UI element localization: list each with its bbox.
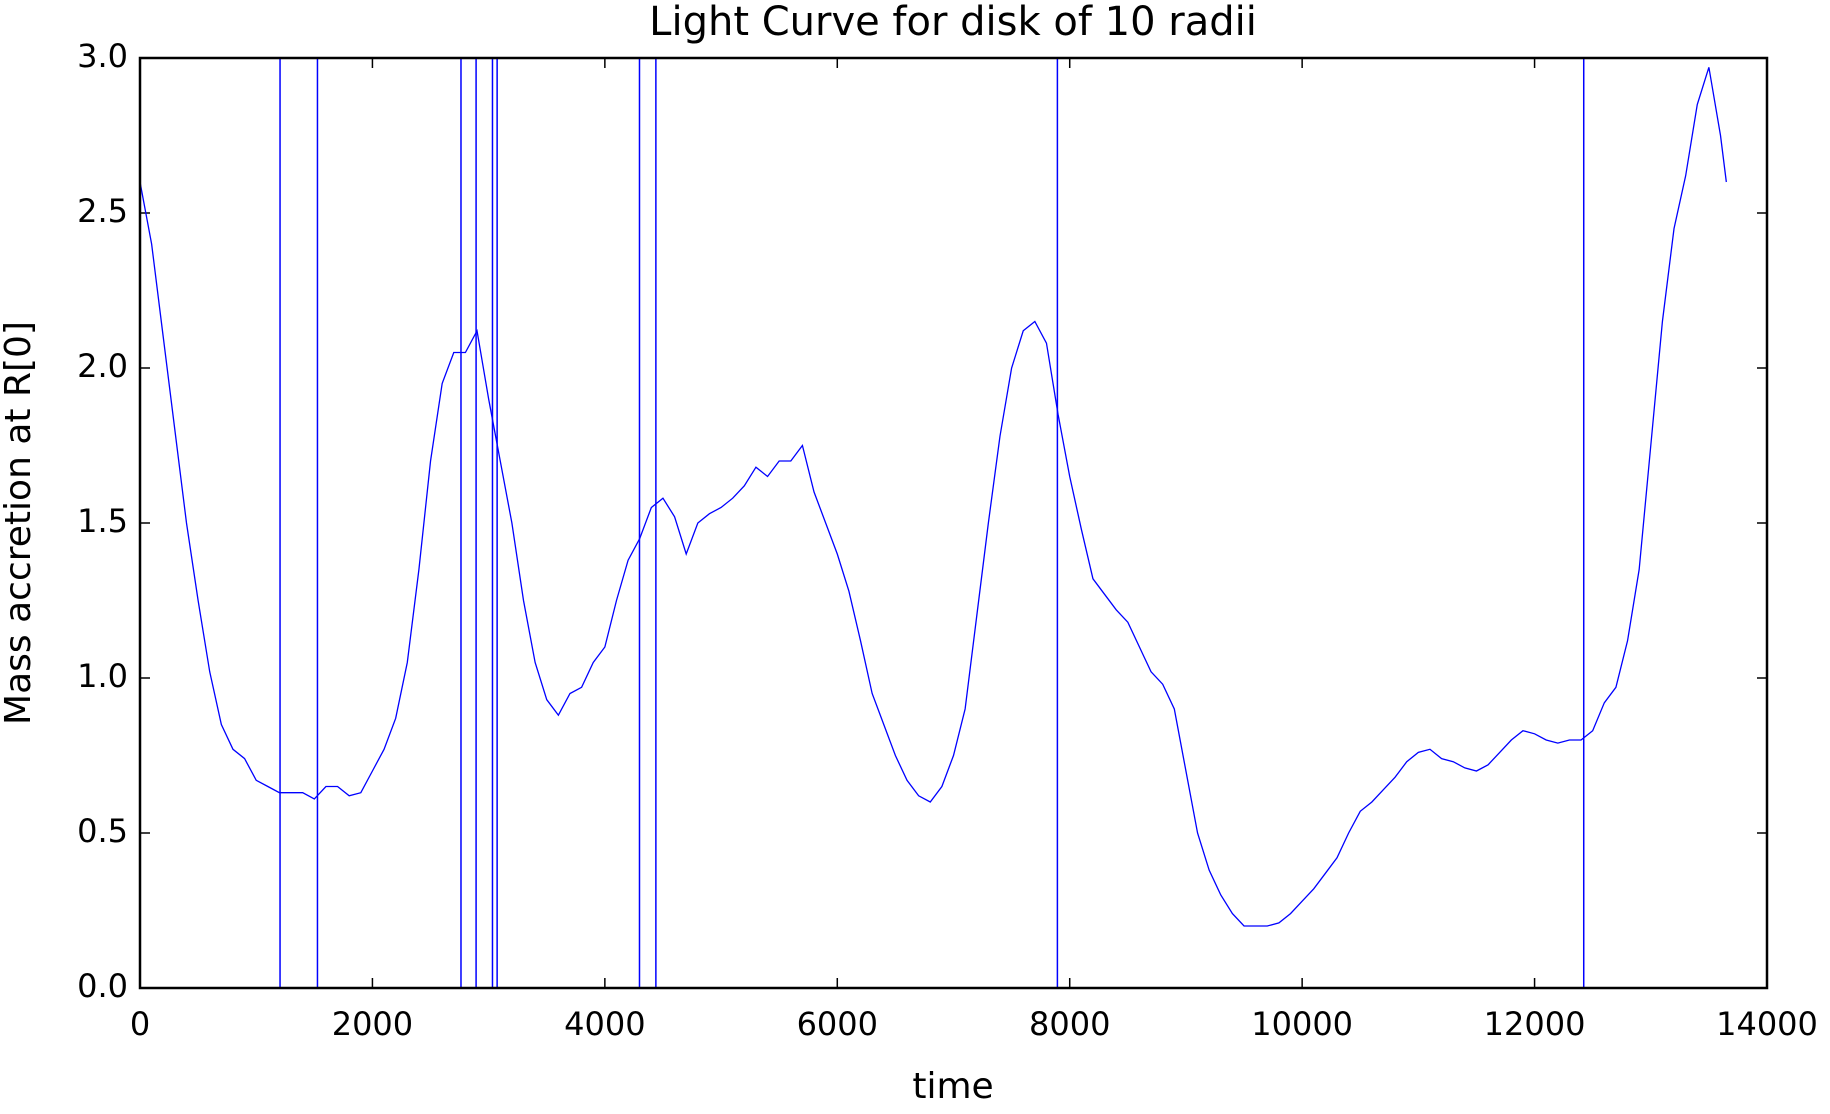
data-line xyxy=(139,67,1727,927)
x-tick-label: 14000 xyxy=(1716,1005,1818,1043)
x-tick-label: 0 xyxy=(130,1005,150,1043)
x-tick-label: 2000 xyxy=(332,1005,413,1043)
y-tick-label: 1.5 xyxy=(77,502,128,540)
x-tick-label: 10000 xyxy=(1251,1005,1353,1043)
chart-title: Light Curve for disk of 10 radii xyxy=(649,0,1257,45)
y-tick-label: 2.0 xyxy=(77,347,128,385)
x-tick-label: 4000 xyxy=(564,1005,645,1043)
x-axis-label: time xyxy=(912,1066,993,1107)
x-tick-label: 12000 xyxy=(1484,1005,1586,1043)
y-axis-label: Mass accretion at R[0] xyxy=(0,321,39,725)
plot-frame xyxy=(138,56,1769,990)
y-tick-label: 1.0 xyxy=(77,657,128,695)
x-tick-label: 8000 xyxy=(1029,1005,1110,1043)
y-tick-label: 3.0 xyxy=(77,37,128,75)
y-tick-label: 0.5 xyxy=(77,812,128,850)
y-tick-label: 0.0 xyxy=(77,967,128,1005)
x-tick-label: 6000 xyxy=(797,1005,878,1043)
y-tick-label: 2.5 xyxy=(77,192,128,230)
